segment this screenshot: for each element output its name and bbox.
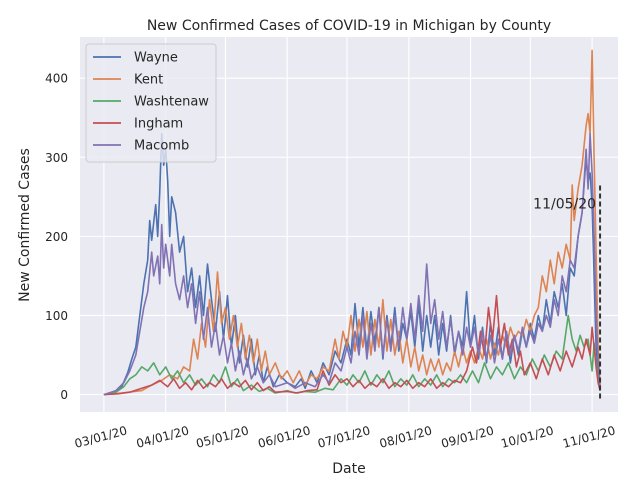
chart-title: New Confirmed Cases of COVID-19 in Michi… [147,18,551,34]
legend-item-washtenaw: Washtenaw [93,95,209,110]
annotation-layer: 11/05/20 [533,184,602,399]
y-axis-ticks: 0 100 200 300 400 [45,72,68,402]
annotation-label: 11/05/20 [533,197,596,213]
legend-label: Wayne [134,51,178,66]
legend-item-macomb: Macomb [93,139,189,154]
legend-label: Ingham [134,117,183,132]
legend-label: Kent [134,73,163,88]
series-line-kent [103,49,601,396]
y-tick-label: 400 [45,72,68,86]
legend-box [85,43,217,163]
legend-item-kent: Kent [93,73,163,88]
y-tick-label: 200 [45,230,68,244]
legend-item-wayne: Wayne [93,51,178,66]
legend: Wayne Kent Washtenaw Ingham Macomb [85,43,217,163]
series-layer [103,49,601,396]
series-line-ingham [103,294,601,396]
series-line-washtenaw [103,314,601,396]
legend-label: Washtenaw [134,95,209,110]
legend-item-ingham: Ingham [93,117,183,132]
y-tick-label: 300 [45,151,68,165]
y-axis-label: New Confirmed Cases [17,148,33,302]
series-line-macomb [103,132,601,396]
x-axis-label: Date [332,461,365,477]
y-tick-label: 0 [60,388,68,402]
y-tick-label: 100 [45,309,68,323]
legend-label: Macomb [134,139,189,154]
